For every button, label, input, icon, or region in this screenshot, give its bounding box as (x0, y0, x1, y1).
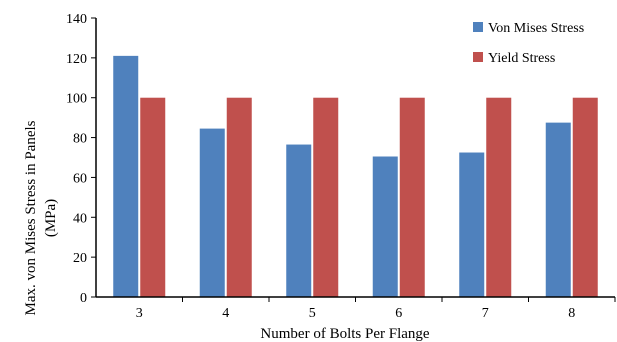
von-mises-bar (199, 128, 225, 297)
y-tick-label: 0 (80, 291, 87, 306)
yield-stress-bar (486, 97, 512, 297)
x-tick-label: 3 (136, 306, 143, 321)
von-mises-bar (372, 156, 398, 297)
legend-swatch-von-mises (473, 22, 483, 32)
yield-stress-bar (572, 97, 598, 297)
y-tick-label: 20 (73, 251, 87, 266)
von-mises-bar (459, 152, 485, 297)
legend: Von Mises Stress Yield Stress (473, 21, 584, 66)
y-axis-title-line-1: Max. von Mises Stress in Panels (23, 120, 39, 315)
yield-stress-bar (399, 97, 425, 297)
y-tick-label: 40 (73, 211, 87, 226)
y-axis-title: Max. von Mises Stress in Panels (MPa) (23, 120, 59, 315)
x-axis-title: Number of Bolts Per Flange (260, 326, 429, 342)
y-tick-label: 100 (66, 92, 87, 107)
y-tick-label: 140 (66, 12, 87, 27)
y-axis-title-line-2: (MPa) (43, 199, 59, 237)
x-tick-label: 4 (222, 306, 229, 321)
x-tick-label: 6 (395, 306, 402, 321)
von-mises-bar (286, 144, 312, 297)
legend-swatch-yield (473, 52, 483, 62)
x-tick-label: 7 (482, 306, 489, 321)
y-ticks-group: 0 20 40 60 80 100 120 140 (66, 12, 96, 306)
x-ticks-group: 3 4 5 6 7 8 (136, 297, 616, 321)
y-tick-label: 60 (73, 171, 87, 186)
yield-stress-bar (313, 97, 339, 297)
yield-stress-bar (226, 97, 252, 297)
von-mises-bar (545, 122, 571, 297)
legend-label-von-mises: Von Mises Stress (488, 21, 584, 36)
x-tick-label: 8 (568, 306, 575, 321)
legend-label-yield: Yield Stress (488, 51, 555, 66)
von-mises-bar (113, 55, 139, 297)
bars-group (113, 55, 598, 297)
y-tick-label: 80 (73, 132, 87, 147)
yield-stress-bar (140, 97, 166, 297)
y-tick-label: 120 (66, 52, 87, 67)
x-tick-label: 5 (309, 306, 316, 321)
